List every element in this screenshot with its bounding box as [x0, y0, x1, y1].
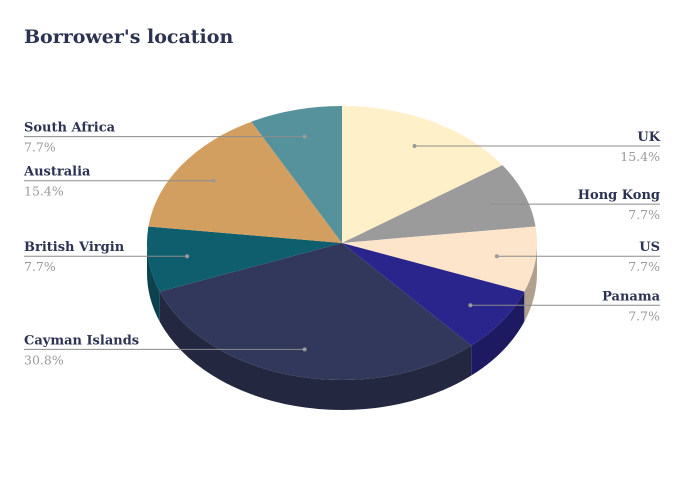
slice-value-south-africa: 7.7% [24, 140, 56, 155]
slice-label-australia: Australia [23, 165, 91, 180]
pie-side-us [524, 243, 538, 322]
pie-labels: UK 15.4% Hong Kong 7.7% US 7.7% Panama 7.7% Caym… [23, 121, 661, 368]
leader-dot-us [494, 254, 499, 259]
slice-value-australia: 15.4% [24, 184, 64, 199]
slice-value-us: 7.7% [628, 259, 660, 274]
leader-dot-panama [468, 303, 473, 308]
pie-slice-south-africa[interactable] [251, 106, 342, 243]
slice-label-hong-kong: Hong Kong [578, 188, 660, 203]
chart-title: Borrower's location [24, 26, 233, 48]
slice-label-uk: UK [637, 130, 660, 145]
pie-slice-panama[interactable] [342, 243, 525, 346]
slice-label-british-virgin: British Virgin [24, 240, 125, 255]
leader-dot-uk [412, 143, 417, 148]
slice-label-south-africa: South Africa [24, 121, 116, 136]
pie-slice-us[interactable] [342, 226, 537, 292]
pie-slice-hong-kong[interactable] [342, 165, 536, 243]
leader-dot-australia [211, 178, 216, 183]
leader-dot-british-virgin [185, 254, 190, 259]
pie-side-panama [471, 291, 525, 376]
pie-sides [147, 243, 538, 411]
pie-top [147, 106, 537, 381]
slice-label-us: US [639, 240, 660, 255]
slice-value-panama: 7.7% [628, 308, 660, 323]
slice-value-cayman-islands: 30.8% [24, 352, 64, 367]
leader-dot-cayman-islands [302, 347, 307, 352]
pie-slice-british-virgin[interactable] [147, 226, 342, 292]
slice-value-hong-kong: 7.7% [628, 207, 660, 222]
pie-slice-cayman-islands[interactable] [159, 243, 472, 381]
leader-dot-hong-kong [485, 202, 490, 207]
slice-label-panama: Panama [602, 289, 660, 304]
pie-side-cayman-islands [159, 291, 472, 411]
pie-slice-australia[interactable] [148, 121, 342, 243]
slice-value-british-virgin: 7.7% [24, 259, 56, 274]
slice-label-cayman-islands: Cayman Islands [24, 333, 139, 348]
pie-slice-uk[interactable] [342, 106, 503, 243]
leader-dot-south-africa [302, 134, 307, 139]
slice-value-uk: 15.4% [620, 149, 660, 164]
pie-side-british-virgin [147, 243, 160, 322]
